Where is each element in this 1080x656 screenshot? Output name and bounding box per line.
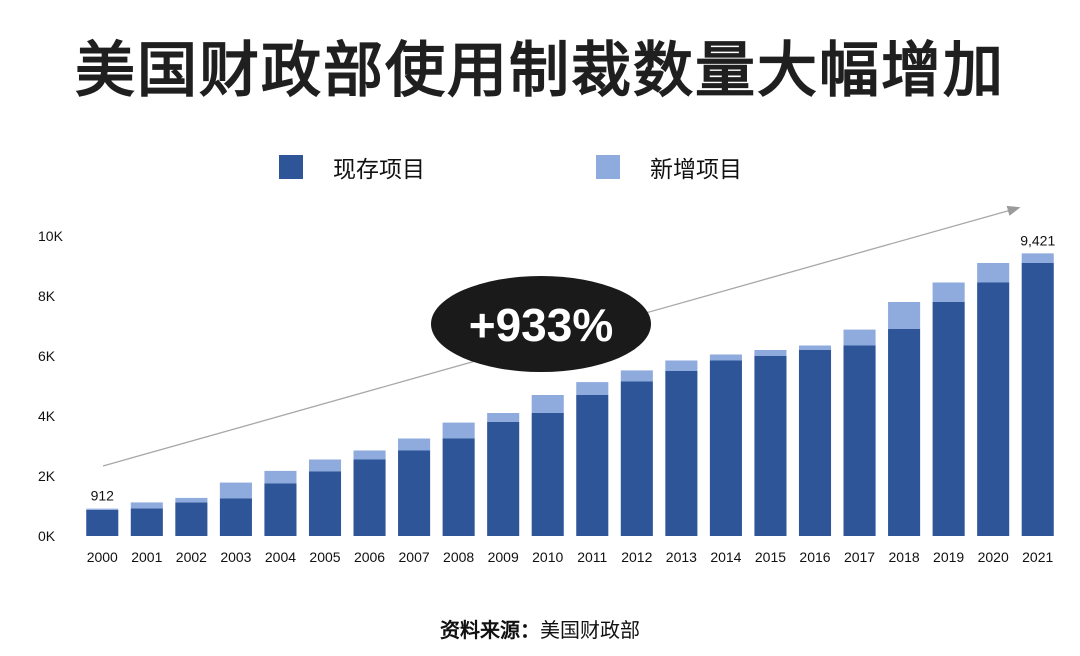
x-tick-label: 2000 xyxy=(87,549,118,565)
bar-new-2014 xyxy=(709,354,742,361)
bar-new-2000 xyxy=(86,508,119,510)
bar-existing-2008 xyxy=(442,438,475,536)
bar-new-2007 xyxy=(398,438,431,451)
bar-new-2003 xyxy=(219,482,252,499)
chart-title: 美国财政部使用制裁数量大幅增加 xyxy=(75,36,1005,106)
bar-chart: 0K 2K 4K 6K 8K 10K 2000 2001 2002 2003 2004 2005 200… xyxy=(38,205,1055,565)
bar-new-2008 xyxy=(442,422,475,439)
bar-new-2005 xyxy=(308,459,342,472)
bar-new-2020 xyxy=(977,263,1010,283)
bar-existing-2018 xyxy=(888,329,921,536)
legend-item-new: 新增项目 xyxy=(596,150,742,184)
x-tick-label: 2018 xyxy=(889,549,920,565)
bar-new-2011 xyxy=(576,382,609,395)
legend-swatch-new xyxy=(596,155,620,179)
data-label-2021: 9,421 xyxy=(1020,232,1055,248)
x-tick-label: 2012 xyxy=(621,549,652,565)
legend-item-existing: 现存项目 xyxy=(279,150,425,184)
y-tick-label: 0K xyxy=(38,528,56,544)
x-tick-label: 2008 xyxy=(443,549,474,565)
legend-label-new: 新增项目 xyxy=(650,157,742,183)
bar-existing-2020 xyxy=(977,282,1010,536)
x-tick-label: 2002 xyxy=(176,549,207,565)
bar-existing-2016 xyxy=(798,350,832,536)
x-tick-label: 2003 xyxy=(220,549,251,565)
x-tick-label: 2014 xyxy=(710,549,741,565)
x-tick-label: 2007 xyxy=(399,549,430,565)
y-tick-label: 8K xyxy=(38,288,56,304)
bar-new-2021 xyxy=(1021,253,1054,263)
legend: 现存项目 新增项目 xyxy=(0,150,1080,184)
bar-existing-2000 xyxy=(86,509,119,536)
source-note: 资料来源：美国财政部 xyxy=(0,614,1080,643)
bar-existing-2003 xyxy=(219,498,252,536)
x-tick-label: 2009 xyxy=(488,549,519,565)
bar-existing-2012 xyxy=(620,381,653,536)
growth-badge-text: +933% xyxy=(469,299,614,351)
bar-existing-2004 xyxy=(264,483,297,536)
x-tick-label: 2004 xyxy=(265,549,296,565)
legend-label-existing: 现存项目 xyxy=(333,157,425,183)
x-tick-label: 2013 xyxy=(666,549,697,565)
y-tick-label: 2K xyxy=(38,468,56,484)
x-tick-label: 2006 xyxy=(354,549,385,565)
x-tick-label: 2010 xyxy=(532,549,563,565)
bar-existing-2002 xyxy=(175,502,208,536)
x-tick-label: 2017 xyxy=(844,549,875,565)
bar-existing-2014 xyxy=(709,360,742,536)
bar-new-2018 xyxy=(888,302,921,329)
bar-existing-2005 xyxy=(308,471,342,536)
bar-existing-2006 xyxy=(353,459,386,536)
bar-new-2009 xyxy=(487,413,520,422)
x-tick-label: 2016 xyxy=(799,549,830,565)
growth-badge xyxy=(431,276,651,372)
x-tick-label: 2020 xyxy=(978,549,1009,565)
bar-existing-2010 xyxy=(531,413,564,536)
y-tick-label: 10K xyxy=(38,228,64,244)
bar-new-2013 xyxy=(665,360,698,371)
x-tick-label: 2021 xyxy=(1022,549,1053,565)
bar-existing-2013 xyxy=(665,371,698,536)
bar-existing-2001 xyxy=(130,508,163,536)
bar-new-2015 xyxy=(754,350,787,356)
bar-existing-2011 xyxy=(576,395,609,536)
bar-new-2016 xyxy=(798,345,832,350)
y-tick-label: 6K xyxy=(38,348,56,364)
bar-new-2019 xyxy=(932,282,965,302)
bar-new-2006 xyxy=(353,450,386,460)
x-tick-label: 2019 xyxy=(933,549,964,565)
y-tick-label: 4K xyxy=(38,408,56,424)
bar-new-2002 xyxy=(175,497,208,503)
bar-existing-2007 xyxy=(398,450,431,536)
x-tick-label: 2011 xyxy=(577,549,607,565)
data-label-2000: 912 xyxy=(91,488,115,504)
source-value: 美国财政部 xyxy=(540,618,640,642)
legend-swatch-existing xyxy=(279,155,303,179)
bar-new-2010 xyxy=(531,395,564,413)
x-tick-label: 2015 xyxy=(755,549,786,565)
x-tick-label: 2005 xyxy=(309,549,340,565)
bar-new-2012 xyxy=(620,370,653,382)
bar-existing-2009 xyxy=(487,422,520,536)
bar-existing-2017 xyxy=(843,345,876,536)
bar-new-2001 xyxy=(130,502,163,509)
bar-new-2004 xyxy=(264,470,297,484)
bar-existing-2015 xyxy=(754,356,787,536)
source-label: 资料来源： xyxy=(440,618,540,642)
bar-new-2017 xyxy=(843,329,876,346)
bar-existing-2021 xyxy=(1021,263,1054,536)
x-tick-label: 2001 xyxy=(131,549,162,565)
bar-existing-2019 xyxy=(932,302,965,536)
